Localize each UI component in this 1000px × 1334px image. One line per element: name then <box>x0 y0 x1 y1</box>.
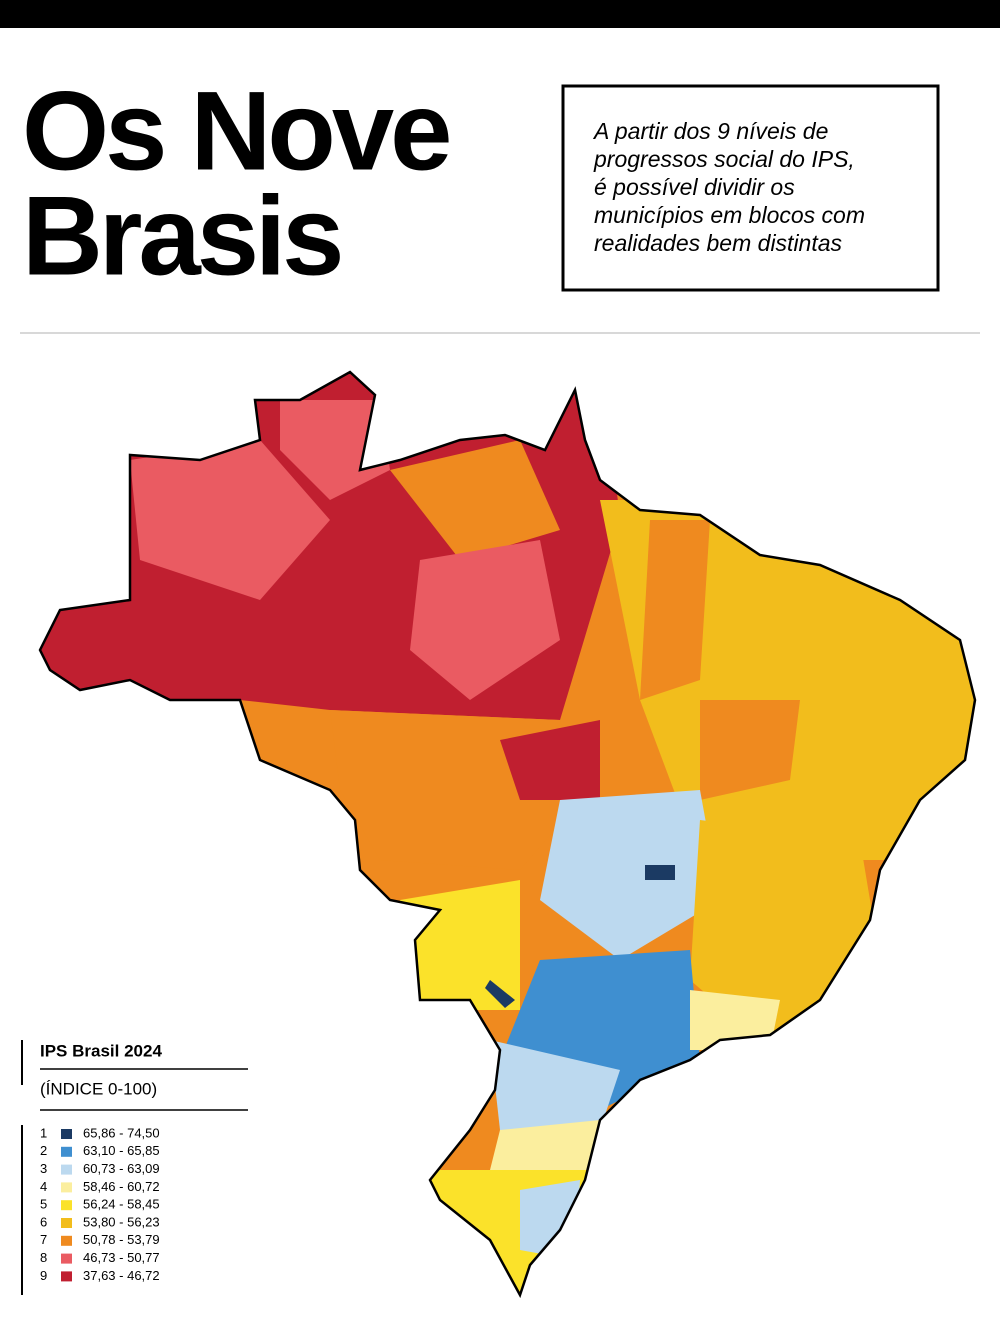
legend-range: 56,24 - 58,45 <box>83 1197 160 1212</box>
legend-range: 50,78 - 53,79 <box>83 1232 160 1247</box>
map-region <box>645 865 675 880</box>
description-line: A partir dos 9 níveis de <box>592 118 828 144</box>
legend-title: IPS Brasil 2024 <box>40 1041 162 1060</box>
legend-level: 8 <box>40 1250 47 1265</box>
description-line: é possível dividir os <box>594 174 795 200</box>
map-region <box>690 990 780 1050</box>
top-bar <box>0 0 1000 28</box>
legend-swatch <box>61 1218 72 1228</box>
legend-level: 4 <box>40 1179 47 1194</box>
map-region <box>485 980 515 1008</box>
map-region <box>540 790 720 960</box>
description-box <box>561 84 940 292</box>
legend-range: 65,86 - 74,50 <box>83 1125 160 1140</box>
legend-level: 9 <box>40 1268 47 1283</box>
map-region <box>130 440 330 600</box>
legend-subtitle: (ÍNDICE 0-100) <box>40 1079 157 1098</box>
map-region <box>490 1120 600 1170</box>
title-line: Brasis <box>22 174 340 299</box>
legend-range: 46,73 - 50,77 <box>83 1250 160 1265</box>
legend-level: 3 <box>40 1161 47 1176</box>
map-region <box>390 440 560 560</box>
legend-swatch <box>61 1200 72 1211</box>
legend-level: 6 <box>40 1214 47 1229</box>
description-line: municípios em blocos com <box>594 202 865 228</box>
legend-range: 53,80 - 56,23 <box>83 1214 160 1229</box>
map-region <box>410 540 560 700</box>
map-region <box>520 1180 580 1260</box>
legend-swatch <box>61 1235 72 1246</box>
description-line: progressos social do IPS, <box>593 146 855 172</box>
map-region <box>640 520 710 700</box>
legend-swatch <box>61 1146 72 1157</box>
legend-level: 7 <box>40 1232 47 1247</box>
legend-range: 58,46 - 60,72 <box>83 1179 160 1194</box>
map-region <box>280 400 390 500</box>
map-region <box>500 720 600 800</box>
legend-range: 63,10 - 65,85 <box>83 1143 160 1158</box>
title-line: Os Nove <box>22 69 449 194</box>
legend-range: 60,73 - 63,09 <box>83 1161 160 1176</box>
map-region <box>700 700 800 800</box>
legend: 1 65,86 - 74,50 2 63,10 - 65,85 3 60,73 - 63,… <box>40 1125 160 1282</box>
legend-level: 2 <box>40 1143 47 1158</box>
legend-swatch <box>61 1129 72 1139</box>
map-region <box>490 1040 620 1130</box>
legend-level: 1 <box>40 1125 47 1140</box>
legend-level: 5 <box>40 1197 47 1212</box>
description-line: realidades bem distintas <box>594 230 843 256</box>
legend-range: 37,63 - 46,72 <box>83 1268 160 1283</box>
legend-swatch <box>61 1182 72 1193</box>
legend-swatch <box>61 1253 72 1264</box>
legend-swatch <box>61 1164 72 1175</box>
legend-swatch <box>61 1271 72 1282</box>
